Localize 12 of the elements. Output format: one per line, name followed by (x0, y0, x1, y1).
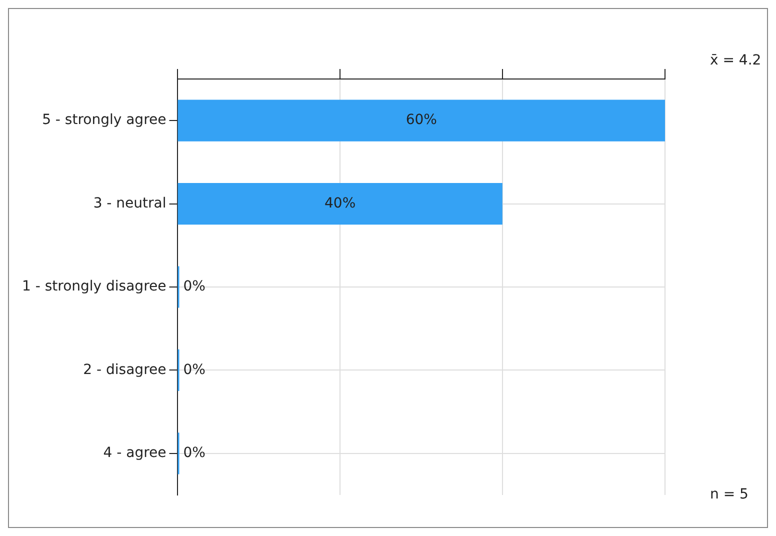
data-label: 0% (183, 362, 206, 378)
text: n = 5 (710, 486, 748, 503)
data-label: 60% (406, 112, 437, 128)
data-label: 0% (183, 278, 206, 295)
y-tick-label: 2 - disagree (83, 362, 166, 378)
y-tick-label: 1 - strongly disagree (22, 278, 166, 295)
y-tick-label: 5 - strongly agree (42, 112, 166, 128)
y-tick-label: 3 - neutral (93, 195, 166, 212)
text: x̄ = 4.2 (710, 52, 762, 69)
data-label: 0% (183, 445, 206, 462)
data-label: 40% (324, 195, 356, 212)
y-tick-label: 4 - agree (103, 445, 166, 462)
